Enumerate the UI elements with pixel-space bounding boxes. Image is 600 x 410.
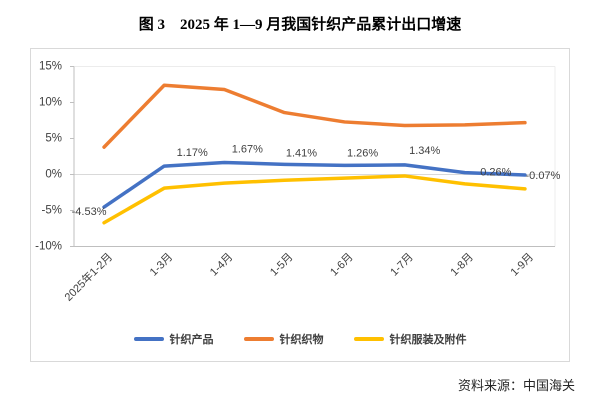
y-axis-label: 5% <box>45 133 62 145</box>
y-axis-label: 15% <box>39 61 62 73</box>
legend: 针织产品 针织织物 针织服装及附件 <box>31 331 569 347</box>
data-label: 1.67% <box>232 143 263 155</box>
x-axis-label: 1-6月 <box>328 251 356 279</box>
data-label: 1.34% <box>409 145 440 157</box>
line-series-1 <box>104 85 525 147</box>
x-axis-label: 1-9月 <box>509 251 537 279</box>
legend-swatch-blue-line <box>134 337 164 341</box>
figure-title: 图 3 2025 年 1—9 月我国针织产品累计出口增速 <box>0 13 600 34</box>
data-label: 0.26% <box>480 167 511 179</box>
x-axis-label: 1-3月 <box>148 251 176 279</box>
legend-item-knitted-fabrics: 针织织物 <box>244 331 324 347</box>
data-label: 1.41% <box>286 147 317 159</box>
plot-area: 15% 10% 5% 0% -5% -10%2025年1-2月 1-3月 1-4月 1-5月 1-… <box>31 49 571 363</box>
y-axis-label: 10% <box>39 97 62 109</box>
y-axis-label: -10% <box>35 241 62 253</box>
x-axis-label: 1-4月 <box>208 251 236 279</box>
legend-item-knitted-apparel: 针织服装及附件 <box>354 331 467 347</box>
x-axis-label: 1-7月 <box>388 251 416 279</box>
x-axis-label: 1-5月 <box>268 251 296 279</box>
legend-swatch-orange-line <box>244 337 274 341</box>
legend-swatch-yellow-line <box>354 337 384 341</box>
legend-label: 针织织物 <box>280 331 324 347</box>
data-label: 1.26% <box>347 147 378 159</box>
chart-frame: 15% 10% 5% 0% -5% -10%2025年1-2月 1-3月 1-4月 1-5月 1-… <box>30 48 570 362</box>
y-axis-label: 0% <box>45 169 62 181</box>
legend-label: 针织产品 <box>170 331 214 347</box>
data-label: 1.17% <box>177 147 208 159</box>
legend-label: 针织服装及附件 <box>390 331 467 347</box>
data-label: -0.07% <box>526 170 561 182</box>
x-axis-label: 2025年1-2月 <box>61 250 115 304</box>
y-axis-label: -5% <box>42 205 62 217</box>
line-series-2 <box>104 176 525 223</box>
x-axis-label: 1-8月 <box>448 251 476 279</box>
source-note: 资料来源：中国海关 <box>458 375 575 394</box>
legend-item-knitted-products: 针织产品 <box>134 331 214 347</box>
data-label: -4.53% <box>72 206 107 218</box>
